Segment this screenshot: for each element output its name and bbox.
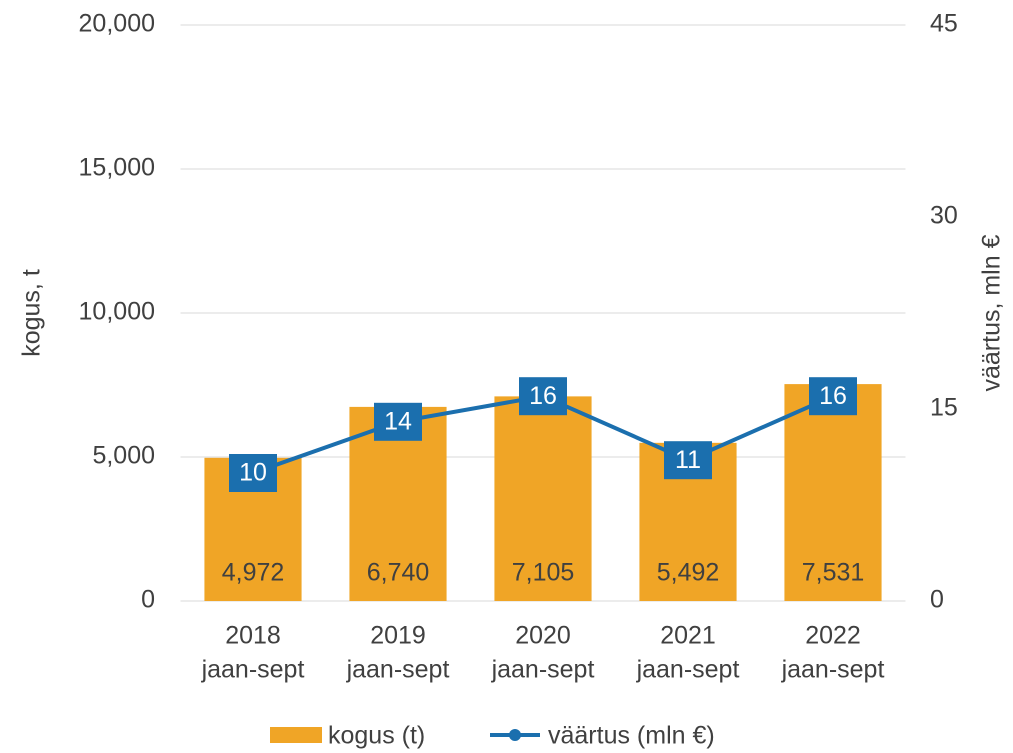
x-tick-label: 2018 xyxy=(225,622,281,650)
legend-label: kogus (t) xyxy=(328,722,425,750)
bar-value-label: 5,492 xyxy=(657,559,720,587)
line-value-label: 14 xyxy=(384,407,412,435)
legend-label: väärtus (mln €) xyxy=(548,722,715,750)
line-label-box xyxy=(519,377,567,416)
line-label-box xyxy=(374,402,422,441)
x-tick-label: 2021 xyxy=(660,622,716,650)
line-label-box xyxy=(229,454,277,492)
x-tick-label: jaan-sept xyxy=(201,656,305,684)
bar xyxy=(784,384,882,601)
y-tick-label: 20,000 xyxy=(79,10,155,38)
x-tick-label: jaan-sept xyxy=(781,656,885,684)
x-tick-label: 2019 xyxy=(370,622,426,650)
y-tick-label: 15,000 xyxy=(79,154,155,182)
legend-swatch xyxy=(270,727,322,743)
line-value-label: 16 xyxy=(529,382,557,410)
line-value-label: 10 xyxy=(239,459,267,487)
x-tick-label: jaan-sept xyxy=(491,656,595,684)
y2-tick-label: 45 xyxy=(930,10,958,38)
y-tick-label: 0 xyxy=(141,586,155,614)
bar-value-label: 7,105 xyxy=(512,559,575,587)
y-tick-label: 5,000 xyxy=(92,442,155,470)
legend-marker xyxy=(509,729,521,741)
y2-tick-label: 30 xyxy=(930,202,958,230)
bar-value-label: 6,740 xyxy=(367,559,430,587)
x-tick-label: jaan-sept xyxy=(636,656,740,684)
line-label-box xyxy=(809,377,857,416)
y2-axis-title: väärtus, mln € xyxy=(978,234,1006,391)
bar-value-label: 4,972 xyxy=(222,559,285,587)
bar-value-label: 7,531 xyxy=(802,559,865,587)
x-tick-label: 2020 xyxy=(515,622,571,650)
line-label-box xyxy=(664,441,712,480)
x-tick-label: jaan-sept xyxy=(346,656,450,684)
x-tick-label: 2022 xyxy=(805,622,861,650)
y-tick-label: 10,000 xyxy=(79,298,155,326)
line-value-label: 11 xyxy=(675,446,701,474)
y2-tick-label: 15 xyxy=(930,394,958,422)
y-axis-title: kogus, t xyxy=(18,269,46,357)
bar xyxy=(494,396,592,601)
y2-tick-label: 0 xyxy=(930,586,944,614)
line-value-label: 16 xyxy=(819,382,847,410)
